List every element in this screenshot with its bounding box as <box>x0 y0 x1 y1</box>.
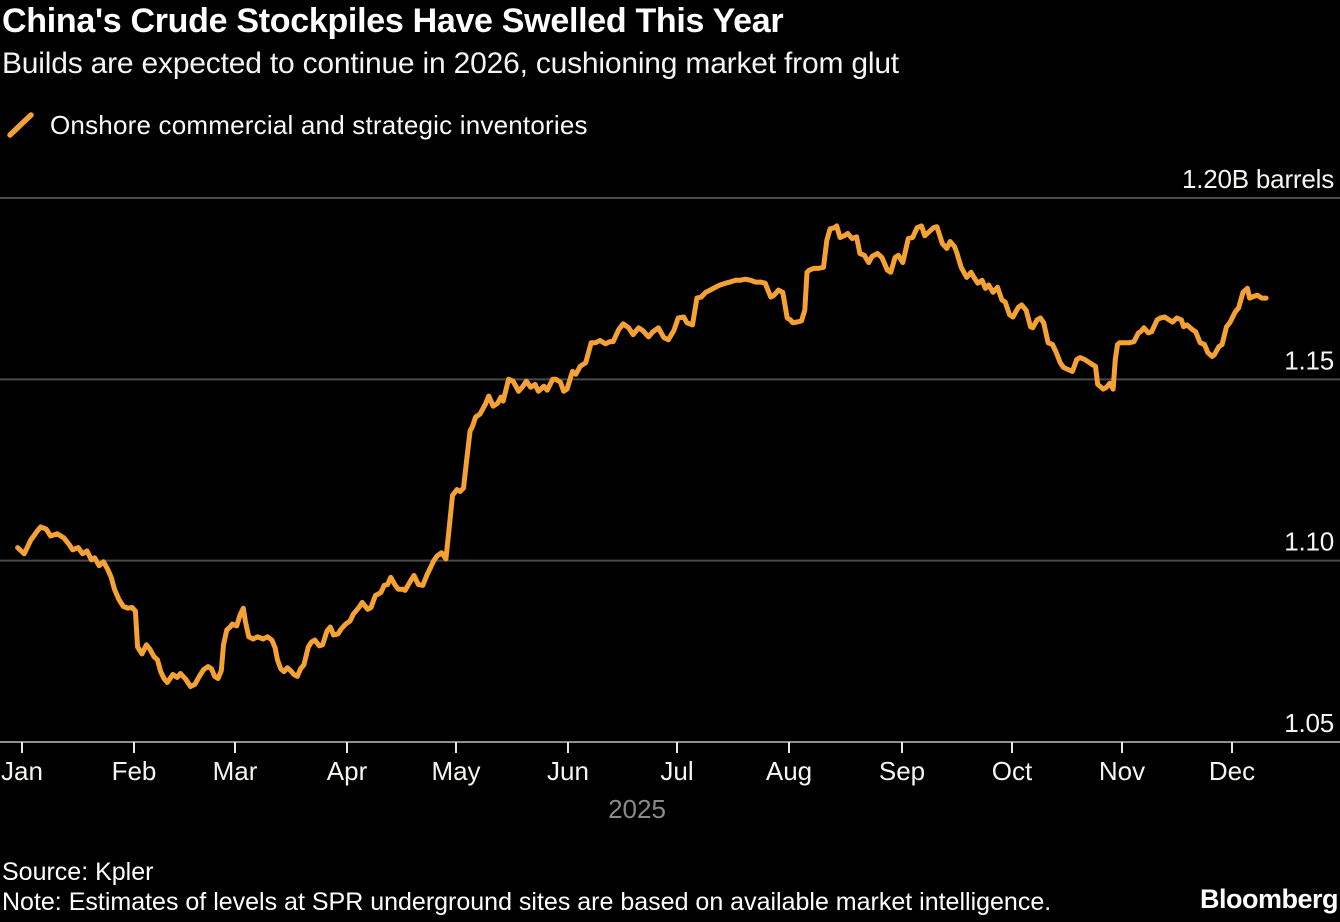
y-axis-label-1.20B barrels: 1.20B barrels <box>1182 164 1334 194</box>
x-axis-label-Apr: Apr <box>327 756 368 786</box>
legend: Onshore commercial and strategic invento… <box>4 108 588 142</box>
line-chart: 1.20B barrels 1.15 1.10 1.05 Jan Feb Mar Apr May… <box>0 164 1340 824</box>
x-axis-label-Aug: Aug <box>766 756 812 786</box>
note-text: Note: Estimates of levels at SPR undergr… <box>2 888 1052 916</box>
series-slash-icon <box>7 112 34 138</box>
bloomberg-logo: Bloomberg <box>1199 884 1339 914</box>
x-axis-label-Jan: Jan <box>1 756 43 786</box>
x-axis-label-Mar: Mar <box>213 756 258 786</box>
x-axis-label-May: May <box>431 756 480 786</box>
inventory-series-line <box>15 223 1269 689</box>
y-axis-label-1.15: 1.15 <box>1284 345 1334 375</box>
x-axis-label-Nov: Nov <box>1099 756 1145 786</box>
y-axis-label-1.05: 1.05 <box>1284 708 1334 738</box>
x-axis-label-Dec: Dec <box>1209 756 1255 786</box>
legend-series-label: Onshore commercial and strategic invento… <box>50 109 588 140</box>
x-axis-label-Feb: Feb <box>112 756 157 786</box>
x-axis-label-Jun: Jun <box>547 756 589 786</box>
x-axis-label-Oct: Oct <box>992 756 1033 786</box>
chart-title: China's Crude Stockpiles Have Swelled Th… <box>2 2 784 40</box>
x-axis-year-label: 2025 <box>608 794 666 824</box>
x-axis-label-Sep: Sep <box>879 756 925 786</box>
source-text: Source: Kpler <box>2 858 154 886</box>
chart-subtitle: Builds are expected to continue in 2026,… <box>2 47 899 80</box>
y-axis-label-1.10: 1.10 <box>1284 527 1334 557</box>
x-axis-label-Jul: Jul <box>660 756 693 786</box>
